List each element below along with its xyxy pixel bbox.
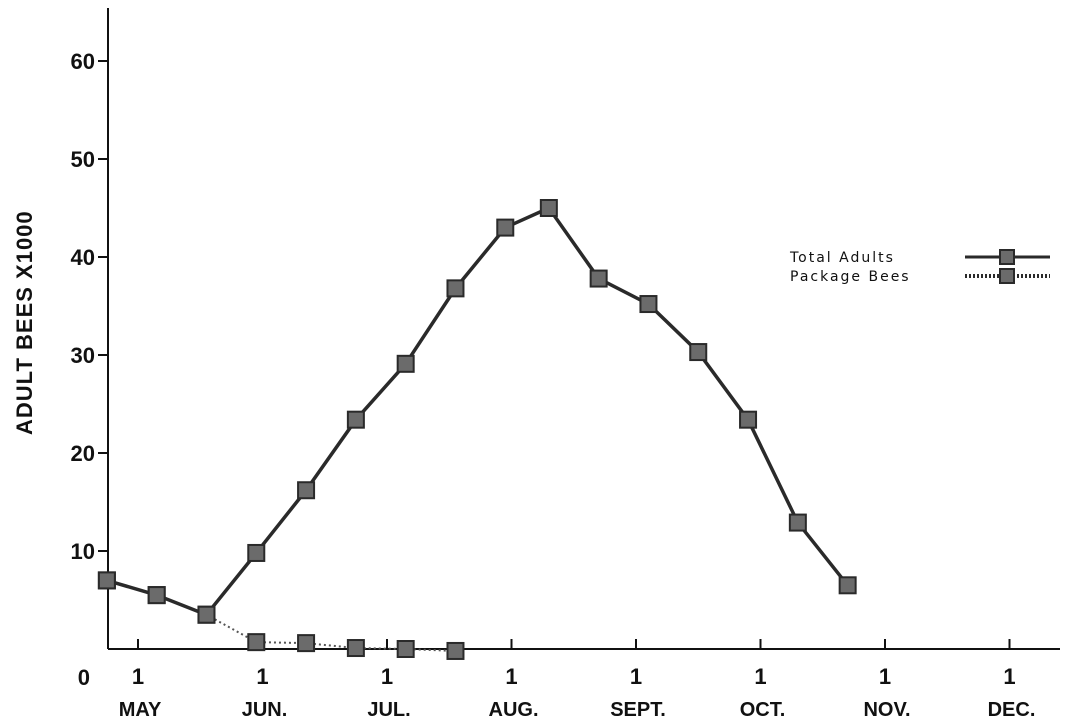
data-point [396,640,415,658]
x-tick-day-label: 1 [381,664,393,689]
data-point [589,269,608,288]
data-point [838,576,857,595]
x-tick-month-label: JUN. [242,699,288,721]
x-tick-day-label: 1 [879,664,891,689]
data-point [446,641,465,660]
data-point [639,295,658,314]
y-tick-label: 50 [71,147,95,172]
x-tick-day-label: 1 [256,664,268,689]
data-point [396,354,415,373]
legend-swatch-marker [999,249,1015,265]
data-point [247,633,266,652]
x-tick-month-label: SEPT. [610,699,666,721]
data-point [446,279,465,298]
x-tick-day-label: 1 [132,664,144,689]
y-tick-label: 20 [71,441,95,466]
x-tick-month-label: NOV. [863,699,910,721]
data-point [739,410,758,429]
y-tick-label: 30 [71,343,95,368]
data-point [496,218,515,237]
y-tick-label: 60 [71,49,95,74]
x-tick-month-label: AUG. [489,699,539,721]
legend-label: Package Bees [790,269,911,285]
data-point [689,343,708,362]
data-point [297,481,316,500]
series-total-adults [97,199,857,624]
series-line [106,206,850,617]
data-point [147,586,166,605]
x-tick-day-label: 1 [754,664,766,689]
legend-swatch-marker [999,268,1015,284]
data-point [197,605,216,624]
y-axis-title: ADULT BEES X1000 [12,210,37,435]
legend-label: Total Adults [789,250,895,266]
data-point [788,513,807,532]
data-point [539,199,558,217]
y-tick-label: 10 [71,539,95,564]
data-point [247,543,266,562]
y-tick-label: 40 [71,245,95,270]
x-tick-day-label: 1 [1003,664,1015,689]
data-point [297,634,316,653]
data-point [346,639,365,658]
series-layer [97,199,857,660]
x-tick-month-label: JUL. [367,699,410,721]
x-tick-day-label: 1 [505,664,517,689]
x-tick-month-label: DEC. [988,699,1036,721]
x-tick-day-label: 1 [630,664,642,689]
series-package-bees [97,571,465,660]
x-tick-month-label: MAY [119,699,162,721]
legend: Total Adults Package Bees [789,249,1050,285]
y-tick-label: 0 [78,665,90,690]
data-point [97,571,116,590]
x-tick-month-label: OCT. [740,699,786,721]
data-point [346,410,365,429]
axes: 0 10 20 30 40 50 60 1 MAY 1 JUN. 1 JUL. 1 AUG. 1 SEPT. 1 O… [71,8,1060,721]
